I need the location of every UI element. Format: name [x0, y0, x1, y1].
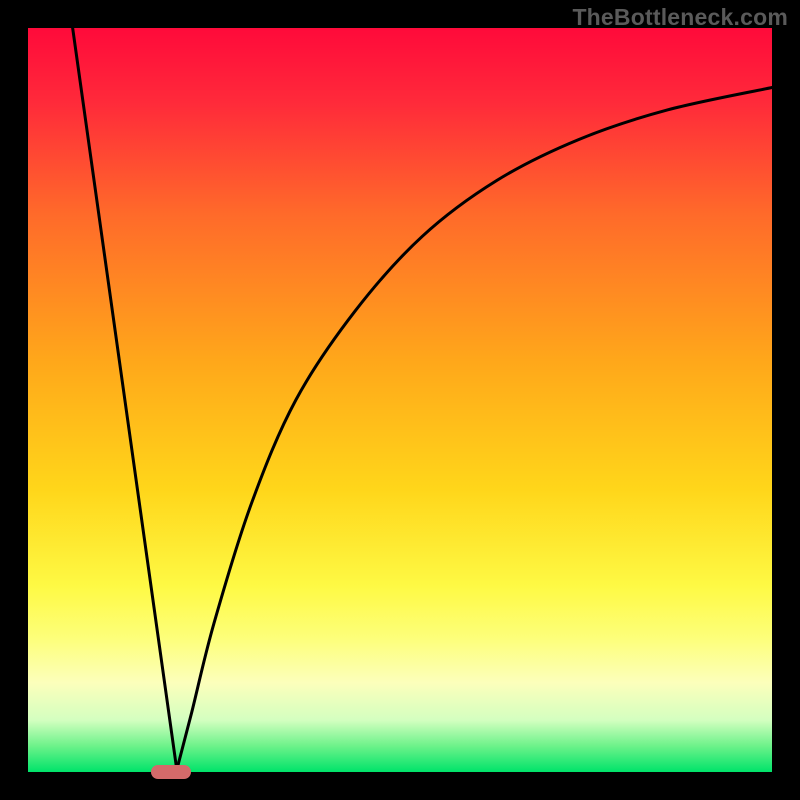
plot-area — [28, 28, 772, 772]
curve-left-branch — [73, 28, 177, 770]
optimum-marker — [151, 765, 191, 778]
curve-layer — [28, 28, 772, 772]
curve-right-branch — [177, 88, 772, 770]
chart-stage: TheBottleneck.com — [0, 0, 800, 800]
watermark-text: TheBottleneck.com — [572, 4, 788, 31]
